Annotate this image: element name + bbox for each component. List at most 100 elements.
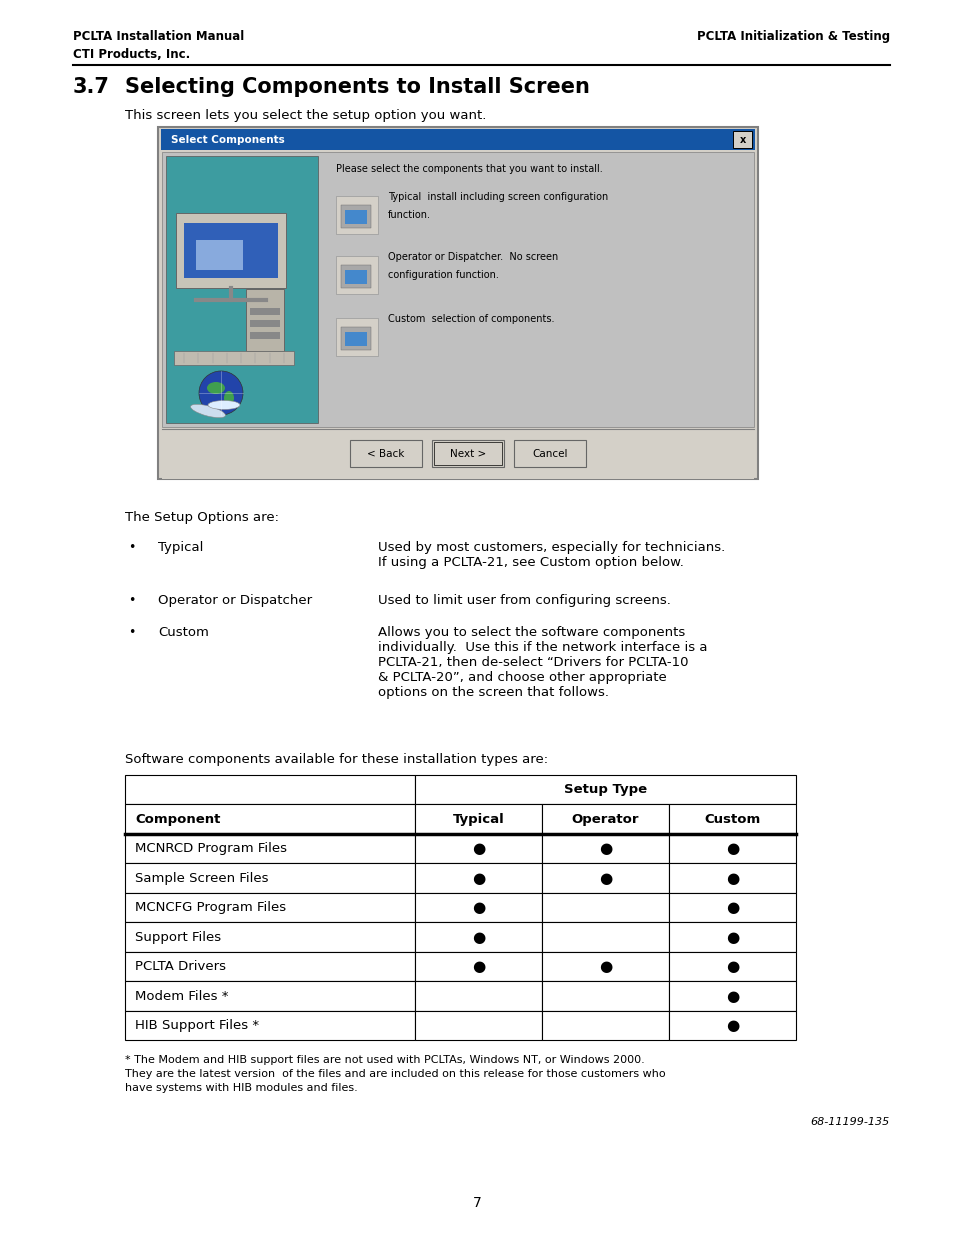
Circle shape (199, 370, 243, 415)
Bar (514, 441, 585, 468)
Bar (668, 1011, 795, 1041)
Text: Used by most customers, especially for technicians.
If using a PCLTA-21, see Cus: Used by most customers, especially for t… (377, 541, 724, 569)
Bar (340, 327, 371, 351)
Text: •: • (128, 626, 135, 640)
Bar (541, 863, 668, 893)
Bar (125, 863, 415, 893)
Text: Operator or Dispatcher.  No screen: Operator or Dispatcher. No screen (388, 252, 558, 263)
Bar (125, 982, 415, 1011)
Bar (668, 804, 795, 834)
Bar (541, 893, 668, 923)
Text: Select Components: Select Components (171, 135, 284, 144)
Text: PCLTA Drivers: PCLTA Drivers (135, 961, 226, 973)
Text: 7: 7 (472, 1195, 481, 1210)
Text: ●: ● (725, 841, 739, 856)
Text: CTI Products, Inc.: CTI Products, Inc. (73, 48, 190, 61)
Text: < Back: < Back (367, 450, 404, 459)
Text: Allows you to select the software components
individually.  Use this if the netw: Allows you to select the software compon… (377, 626, 707, 699)
Ellipse shape (208, 400, 240, 410)
Bar (125, 804, 415, 834)
Text: Custom  selection of components.: Custom selection of components. (388, 315, 554, 325)
Text: Component: Component (135, 813, 220, 826)
Bar (125, 952, 415, 982)
Text: ●: ● (472, 871, 485, 885)
Text: This screen lets you select the setup option you want.: This screen lets you select the setup op… (125, 109, 486, 122)
Bar (415, 776, 795, 804)
Text: configuration function.: configuration function. (388, 270, 498, 280)
Bar (162, 152, 753, 427)
Bar (345, 270, 367, 284)
Text: Typical: Typical (158, 541, 203, 555)
Bar (335, 196, 377, 235)
Text: Please select the components that you want to install.: Please select the components that you wa… (335, 164, 602, 174)
Bar (335, 319, 377, 357)
Text: Sample Screen Files: Sample Screen Files (135, 872, 268, 884)
Text: •: • (128, 541, 135, 555)
Bar (415, 923, 541, 952)
Text: Support Files: Support Files (135, 931, 221, 944)
Text: ●: ● (598, 960, 612, 974)
Bar (195, 240, 243, 270)
Text: The Setup Options are:: The Setup Options are: (125, 511, 278, 524)
Text: Operator or Dispatcher: Operator or Dispatcher (158, 594, 312, 606)
Bar (732, 131, 751, 148)
Bar (340, 266, 371, 289)
Bar (345, 332, 367, 347)
Text: ●: ● (472, 960, 485, 974)
Text: Typical: Typical (452, 813, 504, 826)
Bar (125, 1011, 415, 1041)
Text: ●: ● (472, 900, 485, 915)
Bar (415, 952, 541, 982)
Ellipse shape (224, 391, 233, 405)
Text: HIB Support Files *: HIB Support Files * (135, 1019, 259, 1032)
Bar (125, 776, 415, 804)
Bar (541, 834, 668, 863)
Bar (250, 320, 280, 327)
Text: Selecting Components to Install Screen: Selecting Components to Install Screen (125, 77, 589, 98)
Bar (125, 923, 415, 952)
Bar (173, 351, 294, 366)
Bar (541, 804, 668, 834)
Bar (350, 441, 421, 468)
Text: 3.7: 3.7 (73, 77, 110, 98)
Text: Next >: Next > (450, 450, 486, 459)
Bar (345, 210, 367, 225)
Bar (246, 289, 284, 351)
Text: ●: ● (725, 930, 739, 945)
Text: ●: ● (725, 900, 739, 915)
Text: Typical  install including screen configuration: Typical install including screen configu… (388, 193, 608, 203)
Text: Modem Files *: Modem Files * (135, 989, 229, 1003)
Bar (432, 441, 503, 468)
Bar (541, 982, 668, 1011)
Text: ●: ● (598, 841, 612, 856)
Text: Custom: Custom (158, 626, 209, 640)
Text: •: • (128, 594, 135, 606)
Bar (434, 442, 501, 466)
Bar (125, 834, 415, 863)
Bar (335, 257, 377, 294)
Text: 68-11199-135: 68-11199-135 (810, 1118, 889, 1128)
Text: x: x (739, 135, 745, 144)
Bar (166, 157, 317, 424)
Bar (250, 308, 280, 315)
Bar (668, 834, 795, 863)
Bar (541, 923, 668, 952)
Bar (340, 205, 371, 228)
Text: Setup Type: Setup Type (563, 783, 646, 797)
Text: Software components available for these installation types are:: Software components available for these … (125, 753, 548, 766)
Bar (668, 923, 795, 952)
Text: ●: ● (472, 841, 485, 856)
Text: ●: ● (472, 930, 485, 945)
Text: Custom: Custom (703, 813, 760, 826)
Bar (415, 982, 541, 1011)
Bar (415, 863, 541, 893)
Bar (162, 429, 753, 479)
Bar (668, 863, 795, 893)
Ellipse shape (191, 404, 225, 417)
Text: Cancel: Cancel (532, 450, 567, 459)
Bar (668, 893, 795, 923)
Bar (541, 952, 668, 982)
Text: PCLTA Initialization & Testing: PCLTA Initialization & Testing (696, 30, 889, 43)
Bar (415, 1011, 541, 1041)
Bar (184, 224, 277, 278)
